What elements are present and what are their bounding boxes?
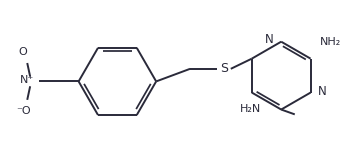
Text: S: S	[220, 62, 228, 75]
Text: N: N	[265, 33, 273, 46]
Text: N⁺: N⁺	[20, 76, 34, 85]
Text: ⁻O: ⁻O	[16, 106, 31, 116]
Text: O: O	[18, 47, 27, 57]
Text: H₂N: H₂N	[240, 104, 262, 114]
Text: N: N	[318, 85, 327, 98]
Text: NH₂: NH₂	[320, 37, 342, 47]
